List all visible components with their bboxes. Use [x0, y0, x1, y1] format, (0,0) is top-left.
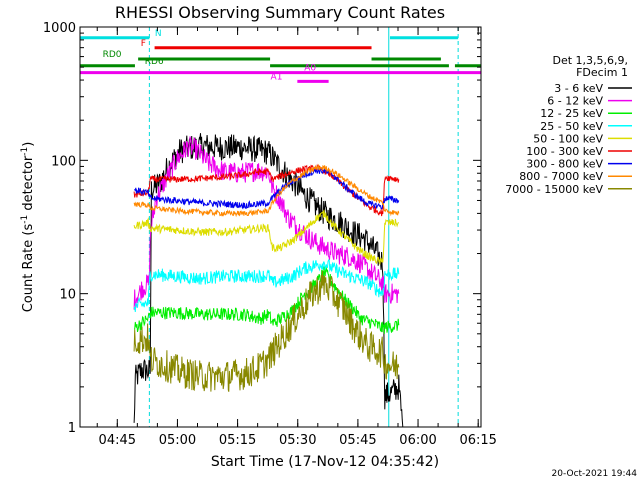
series-line-7	[134, 167, 400, 210]
x-tick-label-1: 04:45	[99, 433, 136, 448]
flag-label-a1: A1	[271, 72, 283, 82]
x-tick-label-2: 05:00	[159, 433, 196, 448]
y-tick-label-1: 1	[68, 421, 76, 436]
series-line-4	[133, 259, 400, 313]
flag-label-f: F	[141, 39, 146, 49]
y-axis-label-sup2: -1	[20, 147, 30, 156]
y-tick-label-3: 100	[51, 154, 76, 169]
legend-label-5: 50 - 100 keV	[533, 132, 603, 145]
series-line-3	[134, 266, 400, 334]
chart-title: RHESSI Observing Summary Count Rates	[115, 3, 445, 22]
y-axis-label: Count Rate (s-1 detector-1)	[20, 142, 36, 313]
y-axis-label-sup1: -1	[20, 215, 30, 224]
x-tick-label-7: 06:15	[459, 433, 496, 448]
flag-label-rd0: RD0	[103, 50, 122, 60]
footer-timestamp: 20-Oct-2021 19:44	[552, 469, 638, 479]
legend-label-9: 7000 - 15000 keV	[505, 183, 603, 196]
series-line-9	[133, 270, 400, 392]
x-tick-label-3: 05:15	[219, 433, 256, 448]
legend-label-2: 6 - 12 keV	[547, 95, 603, 108]
axes: 04:45 05:00 05:15 05:30 05:45 06:00 06:15 1 10 10…	[43, 21, 497, 448]
flag-label-rd6: RD6	[145, 57, 164, 67]
y-tick-label-4: 1000	[43, 21, 76, 36]
legend-label-4: 25 - 50 keV	[540, 120, 603, 133]
y-axis-label-mid: detector	[21, 155, 36, 215]
legend-label-8: 800 - 7000 keV	[519, 170, 603, 183]
legend-label-3: 12 - 25 keV	[540, 107, 603, 120]
y-tick-label-2: 10	[59, 288, 76, 303]
legend-header-1: Det 1,3,5,6,9,	[552, 54, 628, 67]
x-tick-label-4: 05:30	[279, 433, 316, 448]
series-line-5	[133, 209, 399, 265]
x-tick-label-5: 05:45	[339, 433, 376, 448]
series-lines	[133, 133, 404, 428]
flag-label-a0: A0	[304, 64, 316, 74]
flag-bars: NF RD0 RD6 A0 A1	[80, 29, 481, 83]
plot-frame	[79, 26, 482, 428]
x-axis-label: Start Time (17-Nov-12 04:35:42)	[211, 454, 439, 470]
series-line-1	[133, 133, 404, 428]
legend-label-7: 300 - 800 keV	[526, 158, 603, 171]
series-line-8	[133, 163, 400, 218]
x-tick-label-6: 06:00	[399, 433, 436, 448]
y-axis-label-main: Count Rate (s	[21, 224, 36, 313]
series-line-2	[133, 136, 400, 310]
flag-label-n: N	[155, 29, 162, 39]
legend-label-1: 3 - 6 keV	[554, 82, 603, 95]
y-axis-label-end: )	[21, 142, 36, 147]
legend-header-2: FDecim 1	[576, 66, 628, 79]
legend-label-6: 100 - 300 keV	[526, 145, 603, 158]
